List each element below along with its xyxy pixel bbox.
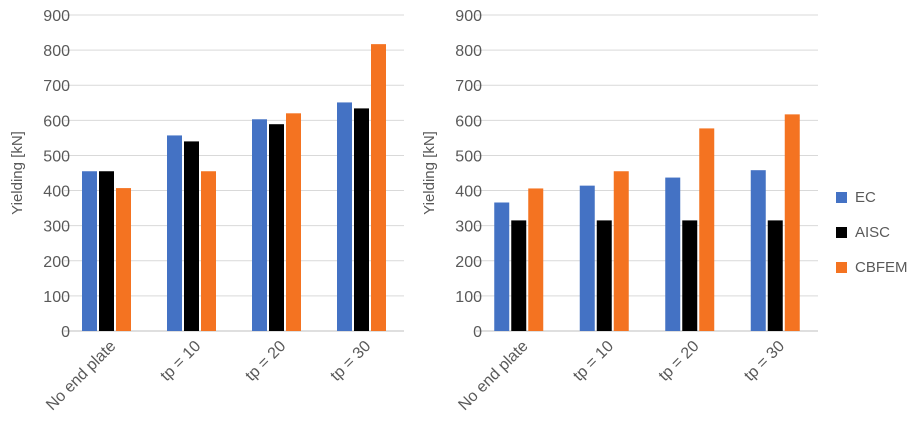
y-tick-label: 800 [455, 43, 482, 60]
legend-item-cbfem: CBFEM [836, 250, 908, 285]
bar-aisc-1 [511, 220, 527, 331]
y-tick-label: 500 [43, 148, 70, 165]
x-tick-label: tp = 20 [656, 338, 703, 385]
y-tick-label: 700 [455, 78, 482, 95]
legend-label-ec: EC [855, 189, 876, 206]
bar-cbfem-2 [613, 171, 629, 331]
y-tick-label: 100 [455, 289, 482, 306]
bar-ec-1 [494, 202, 510, 331]
bar-aisc-1 [99, 171, 114, 331]
y-tick-label: 300 [43, 219, 70, 236]
bar-cbfem-3 [699, 128, 715, 331]
bar-aisc-2 [596, 220, 612, 331]
y-tick-label: 400 [455, 184, 482, 201]
bar-ec-1 [82, 171, 97, 331]
legend-item-aisc: AISC [836, 215, 908, 250]
bar-cbfem-3 [286, 113, 301, 331]
chart-panel-2: 0 100 200 300 400 500 600 700 800 900 Yielding [kN… [421, 8, 818, 414]
y-tick-label: 900 [455, 8, 482, 25]
bar-aisc-4 [767, 220, 783, 331]
y-tick-label: 900 [43, 8, 70, 25]
bar-aisc-4 [354, 108, 369, 331]
x-tick-label: tp = 10 [570, 338, 617, 385]
y-tick-label: 500 [455, 148, 482, 165]
legend-swatch-ec [836, 192, 847, 203]
chart-panel-1: 0 100 200 300 400 500 600 700 800 900 Yielding [kN… [9, 8, 404, 414]
x-tick-label: No end plate [43, 338, 119, 414]
legend-item-ec: EC [836, 180, 908, 215]
x-tick-label: tp = 30 [741, 338, 788, 385]
y-tick-label: 600 [455, 113, 482, 130]
y-tick-label: 200 [455, 254, 482, 271]
y-axis-label: Yielding [kN] [9, 131, 26, 215]
x-tick-label: No end plate [455, 338, 531, 414]
y-tick-label: 700 [43, 78, 70, 95]
bar-ec-3 [665, 177, 681, 331]
bar-aisc-3 [269, 124, 284, 331]
x-tick-label: tp = 10 [157, 338, 204, 385]
bar-ec-3 [252, 119, 267, 331]
y-axis-label: Yielding [kN] [421, 131, 438, 215]
legend-label-aisc: AISC [855, 224, 891, 241]
bar-cbfem-1 [528, 188, 544, 331]
y-tick-label: 400 [43, 184, 70, 201]
bar-cbfem-2 [201, 171, 216, 331]
bar-aisc-2 [184, 141, 199, 331]
bar-cbfem-4 [784, 114, 800, 331]
bar-ec-2 [579, 185, 595, 331]
bar-ec-4 [337, 102, 352, 331]
y-tick-label: 0 [473, 324, 482, 341]
bar-cbfem-4 [371, 44, 386, 332]
y-tick-label: 300 [455, 219, 482, 236]
x-tick-label: tp = 30 [327, 338, 374, 385]
bar-ec-4 [750, 170, 766, 331]
y-tick-label: 100 [43, 289, 70, 306]
x-tick-label: tp = 20 [242, 338, 289, 385]
y-tick-label: 600 [43, 113, 70, 130]
y-tick-label: 0 [61, 324, 70, 341]
y-tick-label: 800 [43, 43, 70, 60]
legend: EC AISC CBFEM [836, 180, 908, 285]
legend-label-cbfem: CBFEM [855, 259, 908, 276]
legend-swatch-cbfem [836, 262, 847, 273]
legend-swatch-aisc [836, 227, 847, 238]
bar-ec-2 [167, 135, 182, 331]
y-tick-label: 200 [43, 254, 70, 271]
bar-aisc-3 [682, 220, 698, 331]
bar-cbfem-1 [116, 188, 131, 331]
